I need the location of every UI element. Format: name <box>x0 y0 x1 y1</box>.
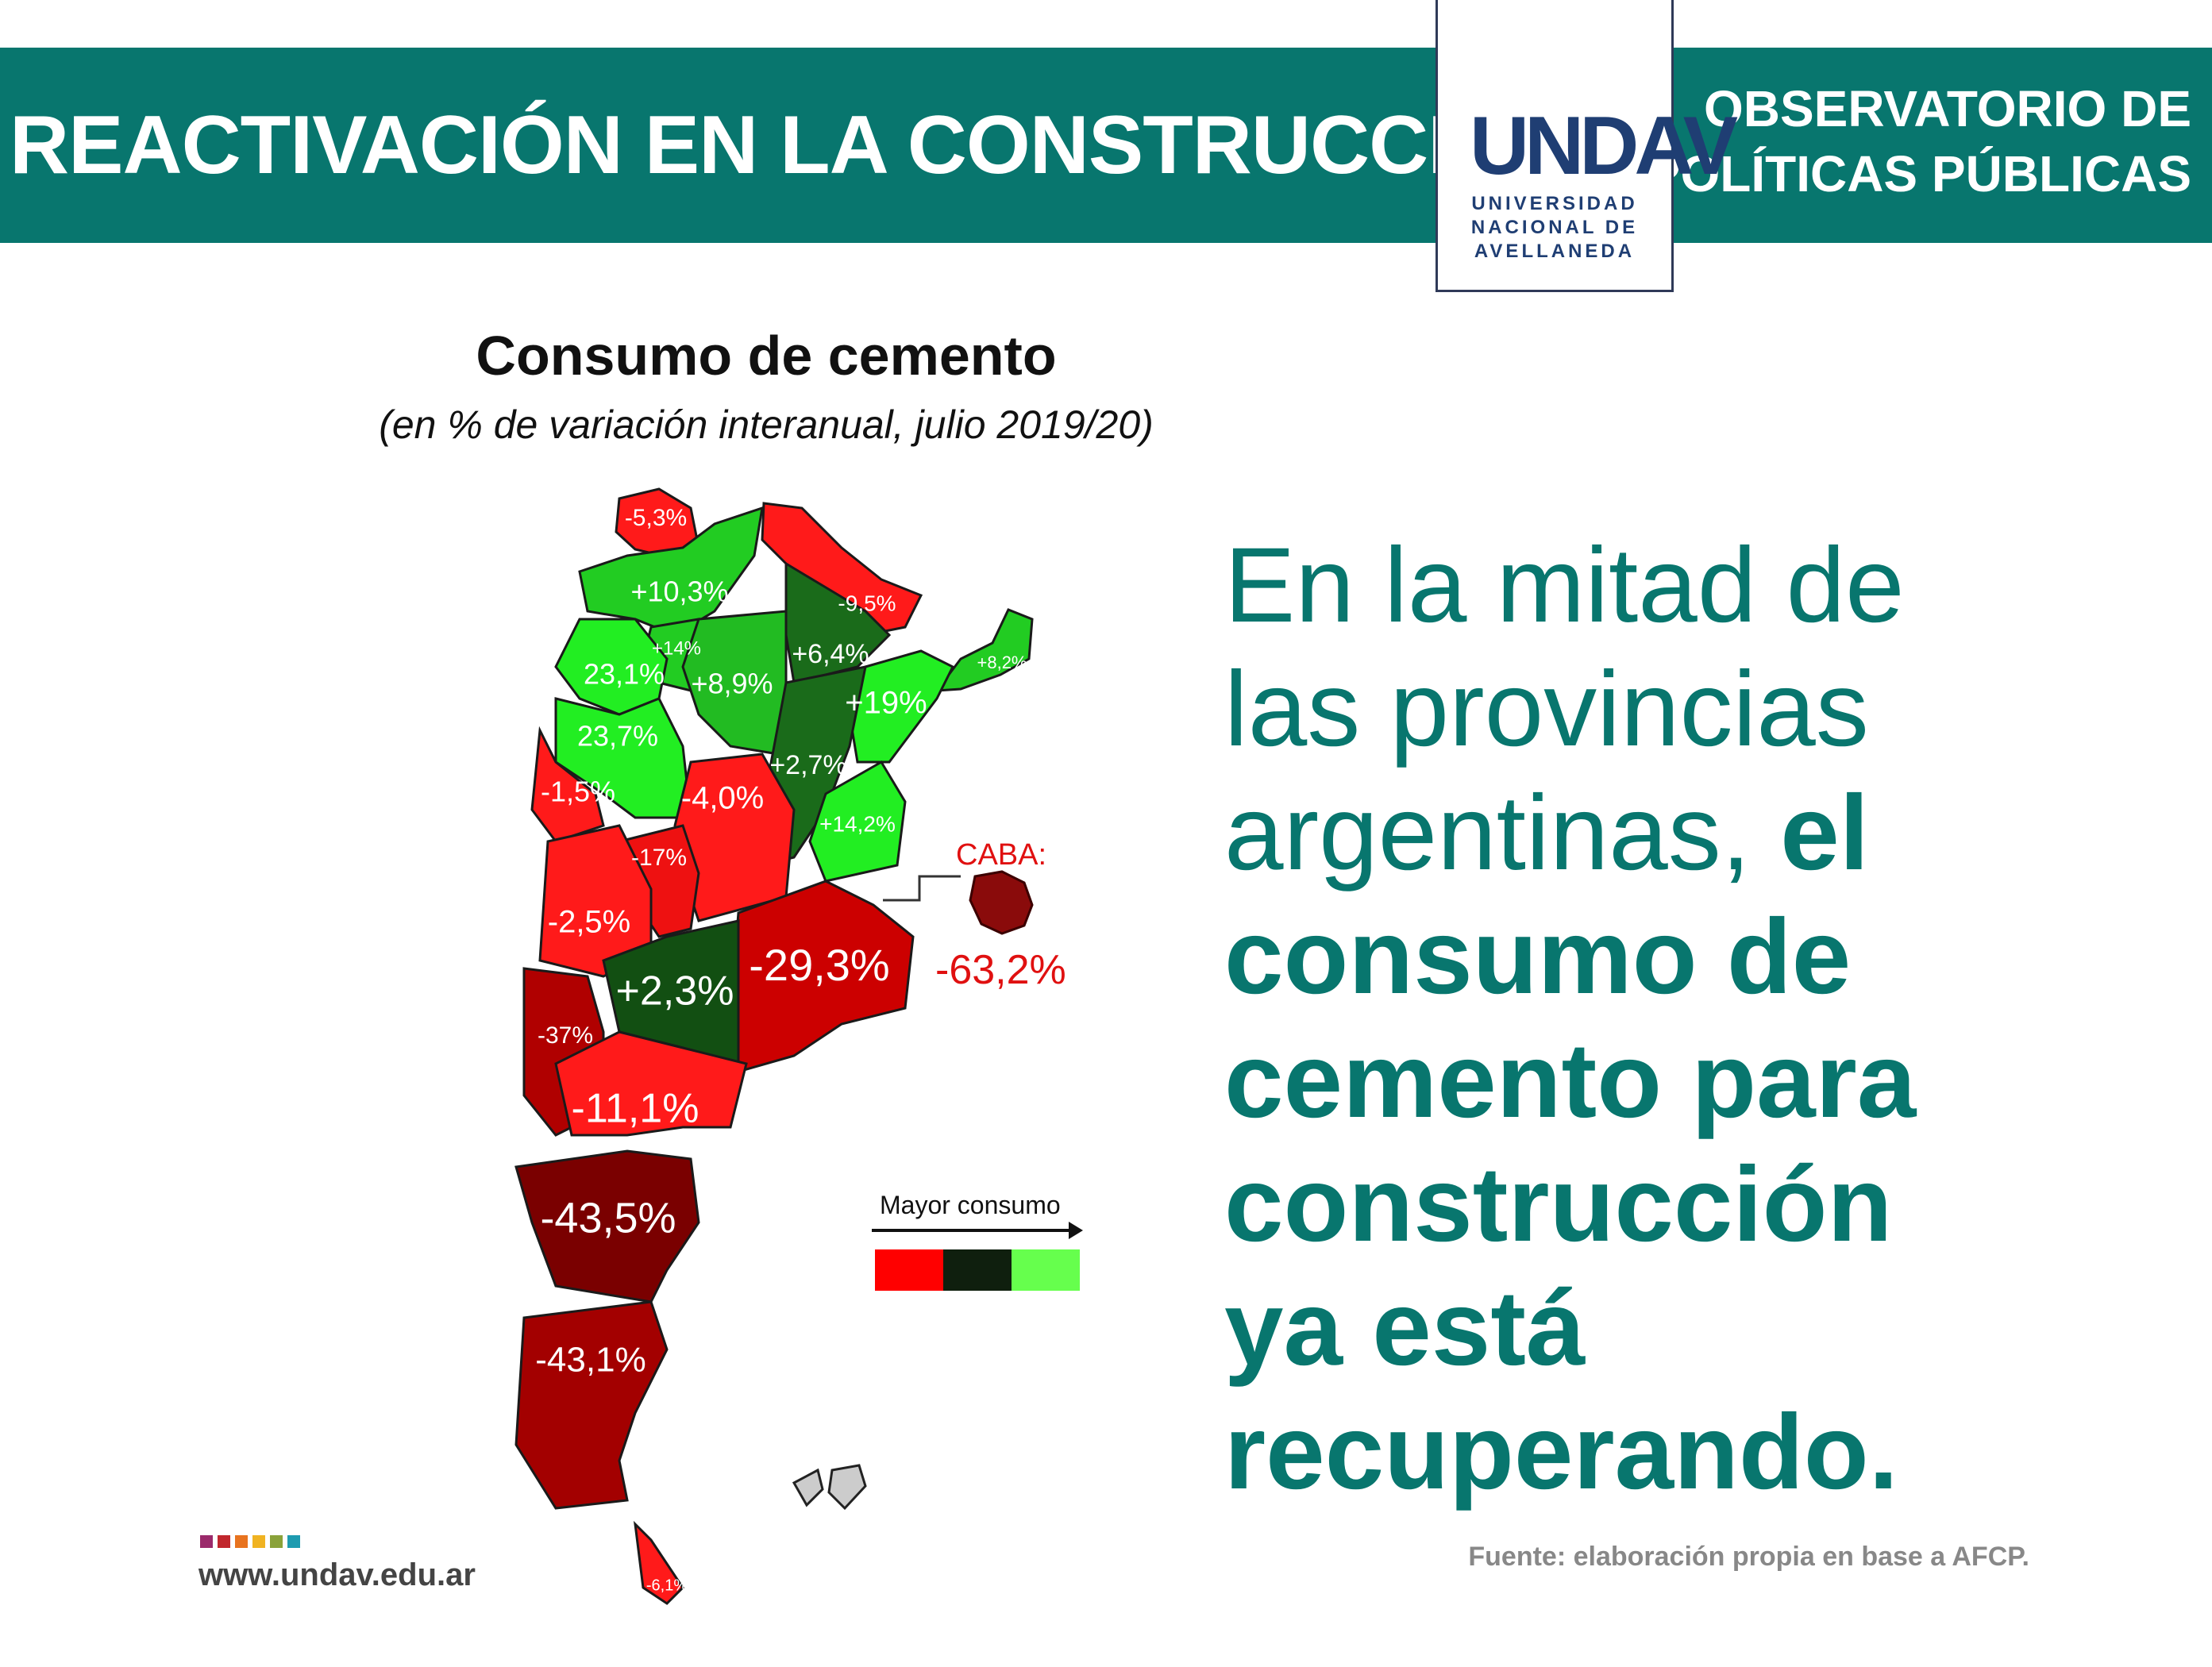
headline-bold-2: cemento para <box>1224 1022 1917 1140</box>
province-region <box>554 1030 748 1137</box>
brand-dot <box>287 1535 300 1548</box>
headline-line-1: En la mitad de <box>1224 526 1905 645</box>
headline-bold-3: construcción <box>1224 1145 1893 1264</box>
province-region <box>808 760 907 883</box>
headline-line-3-bold: el <box>1780 774 1869 892</box>
headline-line-3-normal: argentinas, <box>1224 774 1751 892</box>
province-label: -43,1% <box>535 1341 645 1380</box>
legend-label: Mayor consumo <box>880 1191 1061 1219</box>
province-label: +14% <box>652 637 701 659</box>
page-title: REACTIVACIÓN EN LA CONSTRUCCIÓN <box>10 99 1573 191</box>
caba-value: -63,2% <box>935 947 1066 993</box>
province-label: 23,7% <box>577 720 658 753</box>
province-label: +10,3% <box>630 576 728 608</box>
province-label: +19% <box>845 686 927 721</box>
province-region <box>633 1520 684 1605</box>
brand-dots <box>200 1535 305 1550</box>
malvinas-islands <box>792 1464 867 1511</box>
caba-region <box>969 870 1034 935</box>
logo-line-1: UNIVERSIDAD <box>1471 193 1638 214</box>
observatory-title: OBSERVATORIO DE POLÍTICAS PÚBLICAS <box>1647 76 2191 206</box>
province-label: -5,3% <box>625 505 687 531</box>
province-label: +8,9% <box>691 668 773 700</box>
headline-line-5: cemento para <box>1224 1019 2161 1143</box>
province-region <box>530 726 605 843</box>
brand-dot <box>218 1535 230 1548</box>
headline-bold-1: consumo de <box>1224 898 1852 1016</box>
website-link[interactable]: www.undav.edu.ar <box>198 1557 476 1592</box>
header-banner <box>0 48 2212 243</box>
province-region <box>681 610 788 756</box>
province-region <box>761 502 923 637</box>
logo-line-3: AVELLANEDA <box>1474 241 1636 262</box>
brand-dot <box>252 1535 265 1548</box>
headline-line-3: argentinas, el <box>1224 772 2161 895</box>
caba-title: CABA: <box>956 838 1047 872</box>
observatory-line-2: POLÍTICAS PÚBLICAS <box>1646 145 2191 202</box>
headline-bold-4: ya está <box>1224 1269 1586 1388</box>
province-label: -43,5% <box>540 1194 676 1242</box>
map-title: Consumo de cemento <box>476 325 1057 387</box>
source-note: Fuente: elaboración propia en base a AFC… <box>1468 1542 2029 1572</box>
province-label: -9,5% <box>838 591 896 615</box>
province-label: -4,0% <box>681 781 765 816</box>
headline-line-6: construcción <box>1224 1143 2161 1267</box>
headline-line-2: las provincias <box>1224 650 1869 768</box>
province-region <box>784 561 892 684</box>
headline-line-7: ya está <box>1224 1267 2161 1391</box>
province-label: +8,2% <box>977 653 1027 672</box>
legend-swatch-dark <box>943 1249 1012 1291</box>
legend-swatch-green <box>1012 1249 1080 1291</box>
province-label: 23,1% <box>584 658 665 691</box>
undav-logo: UNDAV UNIVERSIDAD NACIONAL DE AVELLANEDA <box>1435 0 1738 292</box>
headline-bold-5: recuperando. <box>1224 1393 1898 1511</box>
legend-swatch-red <box>875 1249 943 1291</box>
province-label: -29,3% <box>749 940 889 990</box>
logo-text: UNIVERSIDAD NACIONAL DE AVELLANEDA <box>1438 192 1671 264</box>
province-label: -2,5% <box>548 905 631 940</box>
province-region <box>514 1300 669 1510</box>
province-label: -1,5% <box>541 776 615 808</box>
brand-dot <box>235 1535 248 1548</box>
province-region <box>514 1149 700 1303</box>
province-label: -11,1% <box>572 1086 699 1132</box>
headline: En la mitad de las provincias argentinas… <box>1224 524 2161 1515</box>
province-region <box>934 608 1034 692</box>
province-label: -17% <box>631 845 687 871</box>
map-subtitle: (en % de variación interanual, julio 201… <box>379 402 1154 447</box>
brand-dot <box>270 1535 283 1548</box>
province-label: +2,3% <box>616 968 734 1014</box>
province-label: +14,2% <box>819 811 896 836</box>
observatory-line-1: OBSERVATORIO DE <box>1703 80 2191 137</box>
province-label: -6,1% <box>646 1577 688 1594</box>
province-region <box>578 506 764 637</box>
province-label: +6,4% <box>792 639 869 669</box>
province-label: -37% <box>538 1022 593 1049</box>
headline-line-8: recuperando. <box>1224 1391 2161 1515</box>
legend-arrow-icon <box>872 1222 1083 1239</box>
logo-mark: UNDAV <box>1470 100 1738 192</box>
caba-leader-line <box>883 875 961 902</box>
logo-line-2: NACIONAL DE <box>1470 217 1639 238</box>
headline-line-4: consumo de <box>1224 895 2161 1019</box>
brand-dot <box>200 1535 213 1548</box>
province-label: +2,7% <box>769 750 846 780</box>
